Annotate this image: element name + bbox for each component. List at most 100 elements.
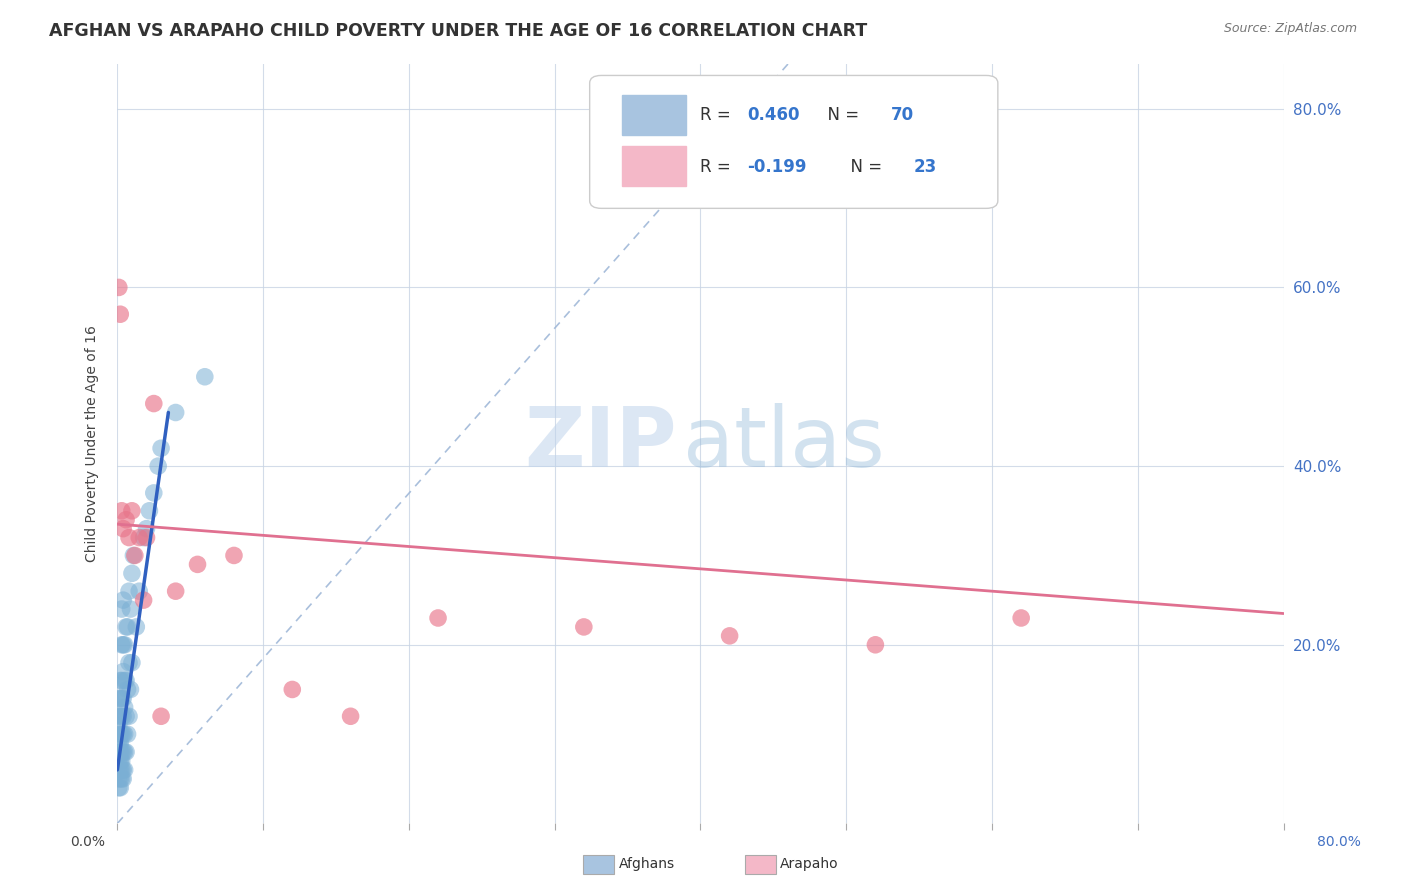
Point [108,718,131,732]
Point [110,754,132,768]
Point [112,709,135,723]
Point [120,602,142,616]
Point [112,772,135,786]
Text: -0.199: -0.199 [747,158,807,176]
Text: N =: N = [817,106,865,124]
Point [135,531,157,545]
Point [117,727,139,741]
Point [718,629,741,643]
Point [112,522,135,536]
Point [128,584,150,599]
Point [108,772,131,786]
Point [108,280,131,294]
Text: ZIP: ZIP [524,403,678,484]
Point [111,763,134,777]
Point [114,638,136,652]
Point [108,709,131,723]
Point [115,513,138,527]
Point [110,745,132,759]
Point [118,656,141,670]
Point [111,754,134,768]
Text: 0.0%: 0.0% [70,835,104,848]
Point [112,593,135,607]
Point [112,665,135,679]
Point [125,620,148,634]
Text: R =: R = [700,106,737,124]
Point [111,772,134,786]
Point [110,673,132,688]
Point [150,709,173,723]
Point [108,763,131,777]
Point [128,531,150,545]
Point [114,727,136,741]
Point [111,745,134,759]
Point [111,673,134,688]
Point [115,620,138,634]
Point [142,396,165,410]
Text: R =: R = [700,158,737,176]
Point [427,611,450,625]
Point [108,780,131,795]
Point [110,763,132,777]
Point [110,691,132,706]
Text: Arapaho: Arapaho [780,857,839,871]
Point [115,673,138,688]
Text: Source: ZipAtlas.com: Source: ZipAtlas.com [1223,22,1357,36]
Point [121,656,143,670]
Point [117,682,139,697]
Point [111,504,134,518]
Point [112,745,135,759]
FancyBboxPatch shape [623,146,686,186]
Point [112,727,135,741]
FancyBboxPatch shape [623,95,686,135]
Y-axis label: Child Poverty Under the Age of 16: Child Poverty Under the Age of 16 [86,326,100,562]
Point [132,593,155,607]
Point [165,584,187,599]
Point [111,709,134,723]
Point [111,602,134,616]
Point [112,763,135,777]
Text: 0.460: 0.460 [747,106,800,124]
Point [111,691,134,706]
Text: N =: N = [841,158,887,176]
Point [115,709,138,723]
Text: 80.0%: 80.0% [1316,835,1361,848]
Point [150,442,173,456]
Point [194,369,217,384]
Point [110,772,132,786]
Point [110,727,132,741]
Point [110,780,132,795]
Point [135,522,157,536]
Point [186,558,208,572]
Point [112,691,135,706]
Point [108,727,131,741]
Text: AFGHAN VS ARAPAHO CHILD POVERTY UNDER THE AGE OF 16 CORRELATION CHART: AFGHAN VS ARAPAHO CHILD POVERTY UNDER TH… [49,22,868,40]
Point [112,638,135,652]
Point [120,682,142,697]
Point [108,691,131,706]
Point [111,638,134,652]
Text: 23: 23 [914,158,938,176]
Text: Afghans: Afghans [619,857,675,871]
Text: atlas: atlas [683,403,884,484]
Point [114,745,136,759]
Point [115,745,138,759]
Point [114,763,136,777]
Point [110,307,132,321]
Point [118,531,141,545]
Point [121,566,143,581]
Point [138,504,160,518]
Point [110,709,132,723]
Point [108,736,131,750]
Point [1010,611,1032,625]
Point [110,736,132,750]
Point [222,549,245,563]
Point [132,531,155,545]
Point [142,486,165,500]
FancyBboxPatch shape [589,76,998,209]
Point [108,754,131,768]
Point [281,682,304,697]
Point [121,504,143,518]
Point [572,620,595,634]
Text: 70: 70 [890,106,914,124]
